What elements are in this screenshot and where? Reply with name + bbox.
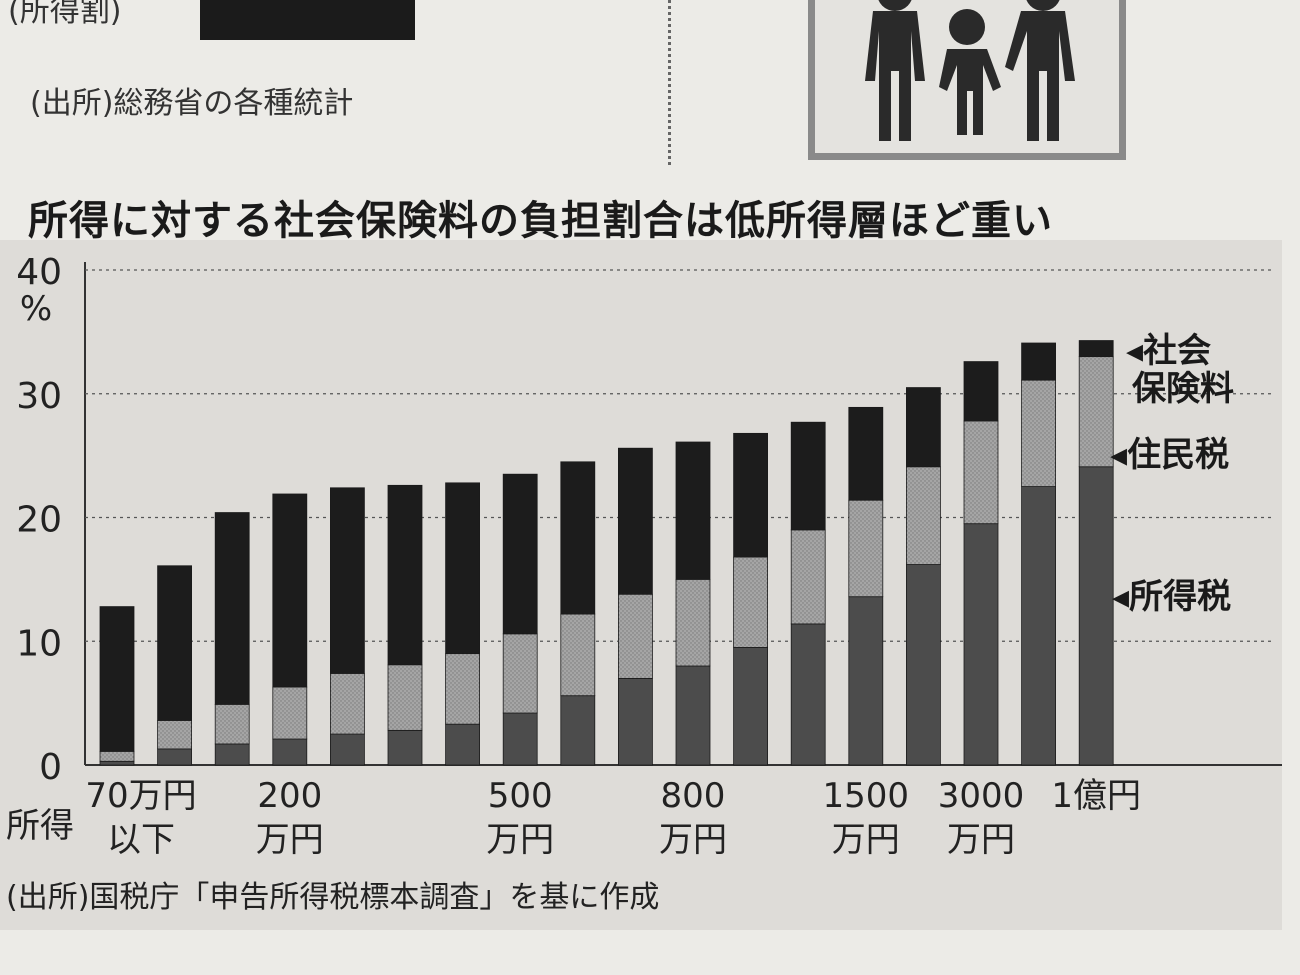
bar-segment <box>157 720 193 750</box>
bar-segment <box>272 493 308 688</box>
bar-segment <box>502 473 538 635</box>
bar-segment <box>790 529 826 625</box>
legend-label: 保険料 <box>1132 369 1234 409</box>
bar-segment <box>387 729 423 766</box>
bar-segment <box>675 665 711 766</box>
x-tick-label: 200 <box>257 776 322 816</box>
bar-segment <box>157 565 193 721</box>
bar-segment <box>790 421 826 531</box>
source-note-top: (出所)総務省の各種統計 <box>30 86 354 121</box>
x-tick-label: 500 <box>488 776 553 816</box>
bar-segment <box>906 466 941 565</box>
x-tick-label: 1500 <box>823 776 910 816</box>
legend-arrow-icon: ◂ <box>1110 435 1128 475</box>
chart-title: 所得に対する社会保険料の負担割合は低所得層ほど重い <box>28 198 1053 244</box>
column-divider <box>668 0 671 165</box>
y-tick-label: 30 <box>16 376 62 417</box>
bar-segment <box>329 733 365 766</box>
bar-segment <box>560 695 596 766</box>
previous-article-snippet: (所得割) (出所)総務省の各種統計 <box>0 0 660 150</box>
legend-label: 住民税 <box>1127 435 1230 475</box>
bar-segment <box>560 613 596 697</box>
legend-arrow-icon: ◂ <box>1126 331 1144 371</box>
x-tick-label: 70万円 <box>85 776 196 816</box>
bar-segment <box>906 564 941 766</box>
bar-segment <box>733 556 768 648</box>
bar-segment <box>618 447 653 595</box>
legend-income-tax: ◂所得税 <box>1112 578 1231 616</box>
x-tick-label: 万円 <box>947 820 1015 860</box>
bar-segment <box>1021 486 1056 766</box>
x-tick-label: 3000 <box>938 776 1025 816</box>
bar-segment <box>560 461 596 615</box>
bar-segment <box>848 596 884 766</box>
stacked-bar-chart: 010203040%所得70万円以下200万円500万円800万円1500万円3… <box>6 252 1282 860</box>
redacted-black-box <box>200 0 415 40</box>
bar-segment <box>272 686 308 740</box>
bar-segment <box>329 487 365 674</box>
family-icon <box>865 0 1075 141</box>
bar-segment <box>445 482 481 655</box>
bar-segment <box>502 633 538 714</box>
y-axis-unit: % <box>20 289 52 329</box>
partial-label: (所得割) <box>8 0 122 29</box>
x-tick-label: 800 <box>661 776 726 816</box>
family-illustration <box>808 0 1126 160</box>
bar-segment <box>1078 340 1114 358</box>
bar-segment <box>214 743 250 766</box>
y-tick-label: 40 <box>16 252 62 293</box>
bar-segment <box>157 748 193 766</box>
bar-segment <box>618 677 653 766</box>
bar-segment <box>502 712 538 766</box>
x-tick-label: 以下 <box>107 820 175 860</box>
bar-segment <box>790 623 826 766</box>
x-tick-label: 1億円 <box>1051 776 1141 816</box>
y-tick-label: 10 <box>16 623 62 664</box>
bar-segment <box>445 723 481 766</box>
legend-resident-tax: ◂住民税 <box>1110 436 1229 474</box>
bar-segment <box>445 653 481 725</box>
bar-segment <box>272 738 308 766</box>
bar-segment <box>848 499 884 598</box>
bar-segment <box>329 673 365 735</box>
bar-segment <box>1021 342 1056 381</box>
bar-segment <box>963 361 999 422</box>
bar-segment <box>963 523 999 766</box>
legend-arrow-icon: ◂ <box>1112 577 1130 617</box>
bar-segment <box>963 420 999 525</box>
y-tick-label: 0 <box>39 747 62 788</box>
legend-social-insurance: ◂社会 保険料 <box>1126 332 1234 408</box>
bar-segment <box>733 647 768 766</box>
bar-segment <box>99 606 135 752</box>
bar-segment <box>675 578 711 667</box>
bar-segment <box>618 593 653 679</box>
source-note-bottom: (出所)国税庁「申告所得税標本調査」を基に作成 <box>6 880 660 915</box>
legend-label: 所得税 <box>1129 577 1232 617</box>
bar-segment <box>906 387 941 468</box>
bar-segment <box>214 703 250 745</box>
x-axis-label: 所得 <box>6 806 74 846</box>
legend-label: 社会 <box>1143 331 1212 371</box>
bar-segment <box>733 432 768 558</box>
bar-segment <box>1078 466 1114 766</box>
chart-panel: 0 10 20 30 40% 所得 70万円 以下 200 万円 500 万円 800 万円 1500 万円 3… <box>0 240 1282 930</box>
bar-segment <box>1021 379 1056 487</box>
y-tick-label: 20 <box>16 500 62 541</box>
bar-segment <box>848 406 884 501</box>
x-tick-label: 万円 <box>256 820 324 860</box>
bar-segment <box>214 512 250 705</box>
x-tick-label: 万円 <box>486 820 554 860</box>
bar-segment <box>387 664 423 731</box>
x-tick-label: 万円 <box>659 820 727 860</box>
bar-segment <box>387 484 423 666</box>
bar-segment <box>675 441 711 580</box>
bar-segment <box>99 750 135 762</box>
bar-segment <box>99 760 135 766</box>
bar-segment <box>1078 356 1114 468</box>
x-tick-label: 万円 <box>832 820 900 860</box>
